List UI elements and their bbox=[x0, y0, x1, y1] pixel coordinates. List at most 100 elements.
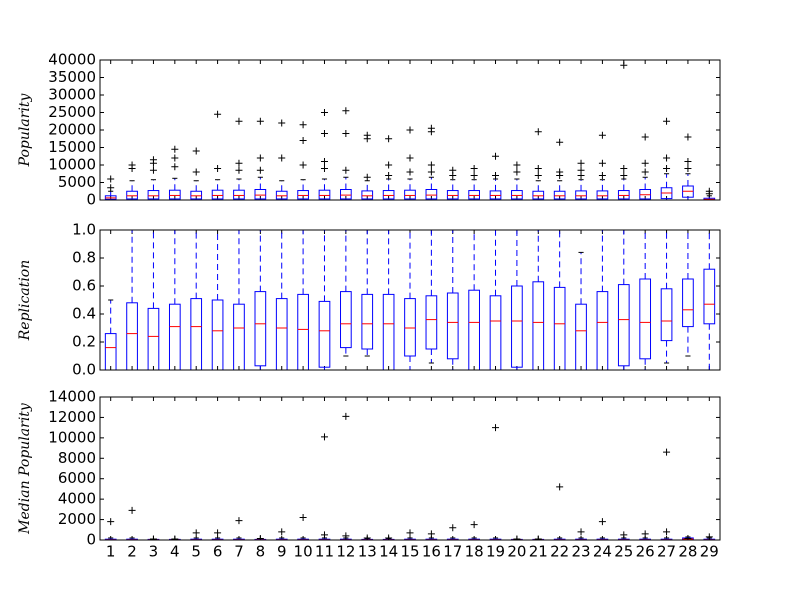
flier bbox=[641, 168, 649, 176]
box bbox=[489, 295, 502, 370]
flier bbox=[299, 137, 307, 144]
flier bbox=[406, 154, 414, 162]
y-tick-label: 12000 bbox=[48, 408, 96, 426]
box bbox=[404, 189, 416, 200]
y-tick-label: 0.6 bbox=[72, 277, 96, 295]
box bbox=[275, 190, 288, 200]
flier bbox=[641, 159, 649, 167]
flier bbox=[577, 528, 585, 536]
flier bbox=[513, 168, 521, 176]
box bbox=[147, 190, 160, 200]
x-tick-label: 17 bbox=[443, 543, 462, 561]
box bbox=[126, 302, 138, 370]
flier bbox=[641, 133, 649, 141]
box bbox=[254, 189, 267, 200]
box bbox=[596, 291, 609, 370]
box bbox=[468, 190, 480, 200]
box bbox=[553, 286, 566, 370]
flier bbox=[663, 448, 671, 456]
x-tick-label: 6 bbox=[213, 543, 223, 561]
flier bbox=[192, 168, 200, 176]
x-tick-label: 4 bbox=[170, 543, 180, 561]
box bbox=[233, 303, 245, 370]
y-tick-label: 30000 bbox=[48, 86, 96, 104]
box bbox=[211, 189, 224, 200]
flier bbox=[513, 161, 521, 169]
y-tick-label: 10000 bbox=[48, 156, 96, 174]
x-tick-label: 13 bbox=[358, 543, 377, 561]
flier bbox=[171, 163, 179, 171]
flier bbox=[128, 506, 136, 514]
flier bbox=[663, 528, 671, 536]
flier bbox=[427, 161, 435, 169]
flier bbox=[534, 128, 542, 136]
flier bbox=[684, 158, 692, 165]
x-tick-label: 9 bbox=[277, 543, 287, 561]
box bbox=[511, 285, 523, 368]
x-tick-label: 28 bbox=[678, 543, 697, 561]
y-tick-label: 2000 bbox=[58, 510, 96, 528]
flier bbox=[320, 531, 328, 539]
flier bbox=[449, 166, 457, 174]
flier bbox=[235, 517, 243, 525]
y-tick-label: 0.2 bbox=[72, 333, 96, 351]
box bbox=[617, 284, 630, 367]
flier bbox=[342, 412, 350, 420]
flier bbox=[427, 168, 435, 176]
axes-frame bbox=[99, 396, 721, 541]
flier bbox=[107, 518, 115, 526]
x-tick-label: 10 bbox=[294, 543, 313, 561]
flier bbox=[320, 130, 328, 137]
box bbox=[446, 190, 459, 200]
box bbox=[361, 293, 374, 350]
x-tick-label: 15 bbox=[400, 543, 419, 561]
flier bbox=[385, 172, 393, 179]
box bbox=[511, 190, 523, 200]
x-tick-label: 23 bbox=[571, 543, 590, 561]
flier bbox=[171, 154, 179, 162]
flier bbox=[534, 172, 542, 179]
box bbox=[168, 189, 181, 200]
box bbox=[639, 189, 652, 200]
x-tick-label: 11 bbox=[315, 543, 334, 561]
box bbox=[361, 190, 374, 200]
y-tick-label: 4000 bbox=[58, 490, 96, 508]
flier bbox=[470, 521, 478, 529]
flier bbox=[149, 166, 157, 174]
box bbox=[318, 300, 331, 368]
box bbox=[190, 190, 203, 200]
flier bbox=[620, 531, 628, 539]
box bbox=[233, 189, 245, 200]
flier bbox=[406, 529, 414, 537]
flier bbox=[598, 172, 606, 179]
x-tick-label: 20 bbox=[507, 543, 526, 561]
flier bbox=[556, 483, 564, 491]
x-tick-label: 19 bbox=[486, 543, 505, 561]
flier bbox=[363, 534, 371, 540]
flier bbox=[278, 528, 286, 536]
x-tick-label: 18 bbox=[465, 543, 484, 561]
flier bbox=[598, 131, 606, 139]
box bbox=[340, 189, 352, 200]
flier bbox=[427, 530, 435, 538]
flier bbox=[620, 61, 628, 69]
y-tick-label: 1.0 bbox=[72, 221, 96, 239]
flier bbox=[577, 159, 585, 167]
flier bbox=[149, 535, 157, 540]
box bbox=[425, 189, 438, 200]
flier bbox=[385, 534, 393, 540]
x-tick-label: 1 bbox=[106, 543, 116, 561]
x-tick-label: 27 bbox=[657, 543, 676, 561]
x-tick-label: 12 bbox=[336, 543, 355, 561]
flier bbox=[449, 524, 457, 532]
box bbox=[575, 190, 587, 200]
flier bbox=[320, 109, 328, 116]
y-tick-label: 10000 bbox=[48, 428, 96, 446]
flier bbox=[171, 535, 179, 540]
flier bbox=[299, 161, 307, 169]
y-tick-label: 0.8 bbox=[72, 249, 96, 267]
box bbox=[211, 299, 224, 370]
flier bbox=[470, 165, 478, 172]
flier bbox=[320, 158, 328, 165]
x-tick-label: 8 bbox=[256, 543, 266, 561]
